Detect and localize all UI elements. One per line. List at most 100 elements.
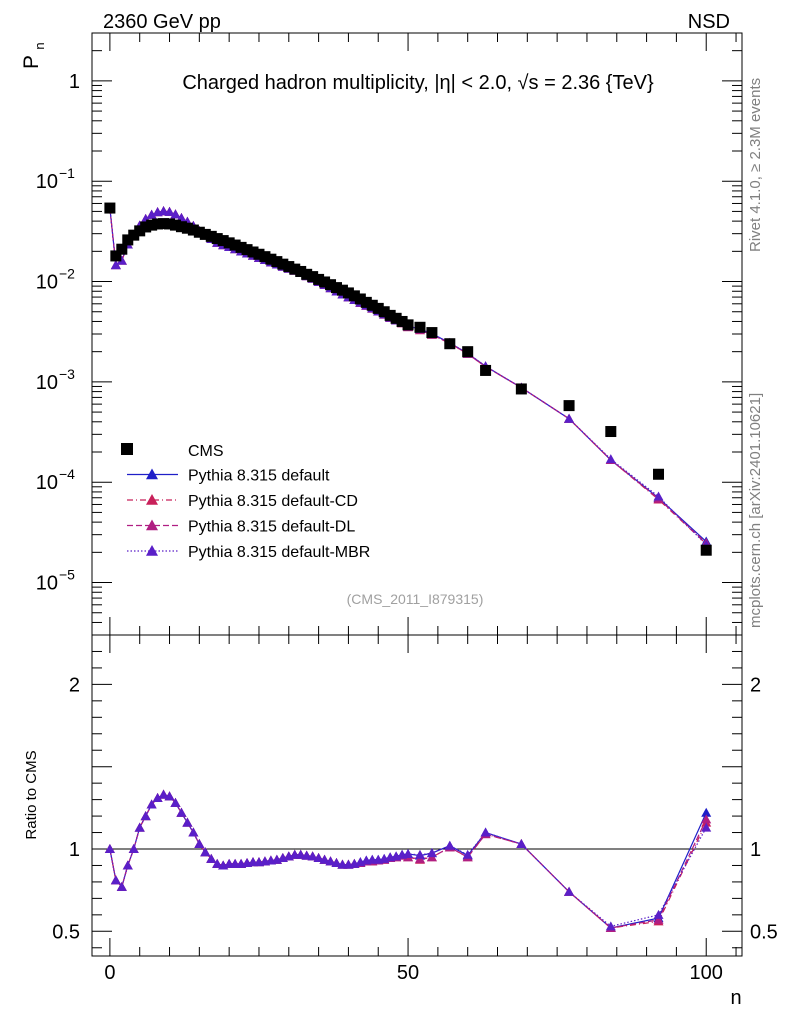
ratio-marker: [295, 849, 306, 859]
series-marker: [146, 209, 157, 219]
cms-data-point: [205, 230, 217, 242]
series-marker: [164, 206, 175, 216]
ratio-marker: [200, 847, 211, 857]
cms-data-point: [700, 544, 712, 556]
series-marker: [653, 491, 664, 501]
ratio-marker: [182, 817, 193, 827]
cms-data-point: [134, 225, 146, 237]
cms-data-point: [605, 426, 617, 438]
process-label: NSD: [688, 11, 730, 33]
series-line-ratio: [109, 794, 707, 929]
cms-data-point: [426, 327, 438, 339]
cms-data-point: [325, 279, 337, 291]
legend-label-cms: CMS: [188, 443, 224, 460]
cms-data-point: [229, 239, 241, 251]
cms-data-point: [348, 290, 360, 302]
ratio-tick-label: 2: [69, 674, 80, 696]
cms-data-point: [259, 251, 271, 263]
ratio-marker: [605, 921, 616, 931]
analysis-id-label: (CMS_2011_I879315): [347, 591, 484, 607]
ratio-marker: [701, 807, 712, 817]
cms-data-point: [360, 296, 372, 308]
x-tick-label: 100: [690, 962, 723, 984]
ratio-marker: [140, 811, 151, 821]
mcplots-label: mcplots.cern.ch [arXiv:2401.10621]: [747, 393, 764, 628]
ratio-marker: [212, 858, 223, 868]
ratio-marker: [134, 822, 145, 832]
cms-data-point: [653, 468, 665, 480]
cms-data-point: [265, 253, 277, 265]
cms-data-point: [116, 243, 128, 255]
cms-data-point: [169, 219, 181, 231]
ratio-marker: [194, 839, 205, 849]
ratio-tick-label-right: 0.5: [750, 921, 778, 943]
cms-data-point: [336, 284, 348, 296]
ratio-marker: [426, 848, 437, 858]
y-tick-exponent: −4: [59, 466, 75, 482]
legend-label: Pythia 8.315 default-MBR: [188, 544, 370, 561]
cms-data-point: [164, 218, 176, 230]
ratio-marker: [146, 799, 157, 809]
cms-data-point: [378, 306, 390, 318]
ratio-marker: [564, 886, 575, 896]
y-tick-exponent: −5: [59, 567, 75, 583]
series-marker: [116, 255, 127, 265]
ratio-marker: [414, 849, 425, 859]
cms-data-point: [217, 235, 229, 247]
ratio-marker: [176, 807, 187, 817]
ratio-marker: [480, 827, 491, 837]
cms-data-point: [372, 302, 384, 314]
ratio-tick-label: 0.5: [52, 921, 80, 943]
legend: CMS Pythia 8.315 default Pythia 8.315 defa…: [121, 443, 370, 561]
cms-data-point: [277, 258, 289, 270]
cms-data-point: [289, 263, 301, 275]
cms-data-point: [193, 226, 205, 238]
cms-data-point: [158, 218, 170, 230]
ratio-marker: [462, 849, 473, 859]
ratio-marker: [164, 791, 175, 801]
cms-data-point: [396, 315, 408, 327]
series-marker: [170, 209, 181, 219]
cms-data-point: [152, 218, 164, 230]
cms-data-point: [295, 265, 307, 277]
ratio-marker: [325, 856, 336, 866]
cms-data-point: [283, 261, 295, 273]
mc-series-lines: [109, 207, 707, 929]
cms-data-point: [146, 219, 158, 231]
legend-marker: [146, 494, 158, 505]
y-tick-exponent: −2: [59, 266, 75, 282]
x-tick-label: 50: [397, 962, 419, 984]
cms-data-point: [390, 312, 402, 324]
ratio-marker: [701, 814, 712, 824]
y-tick-label: 10: [36, 472, 58, 494]
legend-label: Pythia 8.315 default-DL: [188, 519, 355, 536]
y-tick-label: 10: [36, 171, 58, 193]
cms-data-point: [140, 221, 152, 233]
y-tick-label: 10: [36, 272, 58, 294]
cms-data-point: [462, 346, 474, 358]
ratio-panel-frame: [91, 634, 743, 957]
cms-data-point: [241, 244, 253, 256]
series-marker: [158, 206, 169, 216]
cms-data-point: [402, 319, 414, 331]
legend-marker: [146, 545, 158, 556]
y-tick-label: 10: [36, 372, 58, 394]
y-axis-label: P: [20, 55, 43, 69]
cms-data-point: [307, 271, 319, 283]
ratio-marker: [104, 844, 115, 853]
cms-data-point: [175, 221, 187, 233]
cms-data-point: [384, 309, 396, 321]
chart-title: Charged hadron multiplicity, |η| < 2.0, …: [182, 72, 654, 94]
series-marker: [564, 413, 575, 423]
ratio-marker: [653, 909, 664, 919]
ratio-marker: [444, 840, 455, 850]
ratio-marker: [403, 848, 414, 858]
ratio-marker: [331, 857, 342, 867]
y-tick-exponent: −3: [59, 366, 75, 382]
legend-marker: [146, 468, 158, 480]
y-tick-label: 10: [36, 573, 58, 595]
cms-data-point: [223, 237, 235, 249]
series-marker: [110, 260, 121, 270]
